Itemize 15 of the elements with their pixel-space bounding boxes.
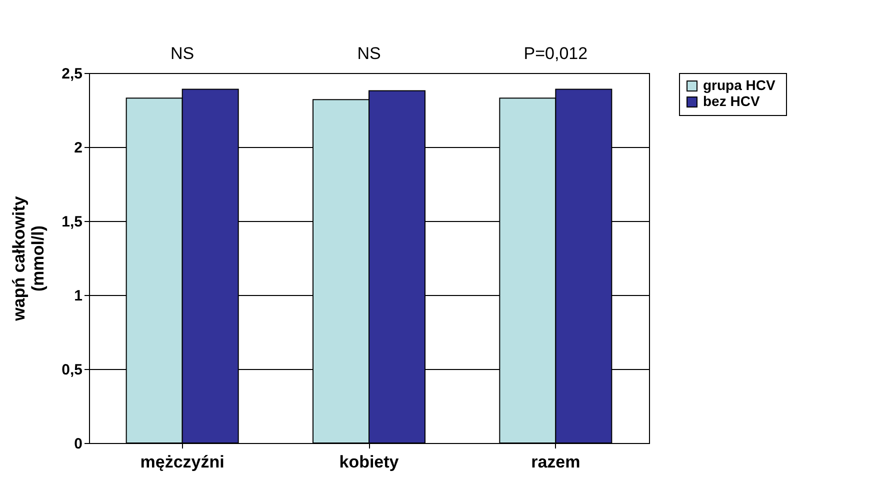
text: NS bbox=[357, 44, 381, 63]
y-tick-label: 2 bbox=[74, 140, 82, 156]
legend-label: grupa HCV bbox=[703, 77, 776, 93]
y-tick-label: 0,5 bbox=[62, 362, 82, 378]
x-tick-label: mężczyźni bbox=[140, 452, 224, 472]
y-tick-label: 1 bbox=[74, 288, 82, 304]
y-tick-label: 1,5 bbox=[62, 214, 82, 230]
legend-label: bez HCV bbox=[703, 93, 760, 109]
y-tick-label: 0 bbox=[74, 436, 82, 452]
text: P=0,012 bbox=[524, 44, 588, 63]
x-tick-label: razem bbox=[531, 452, 580, 472]
y-tick-label: 2,5 bbox=[62, 66, 82, 82]
text: NS bbox=[170, 44, 194, 63]
y-axis-title: wapń całkowity (mmol/l) bbox=[10, 196, 48, 322]
x-tick-label: kobiety bbox=[339, 452, 400, 472]
